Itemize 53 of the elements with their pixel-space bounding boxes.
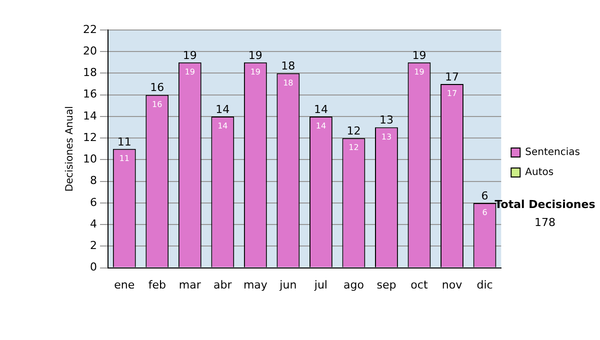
data-label: 19 [184,68,195,77]
x-tick-label: ago [343,278,364,292]
data-label: 13 [381,132,392,142]
annotation: 19 [182,48,197,62]
data-label: 19 [414,68,424,77]
annotation: 14 [216,102,230,116]
x-tick-label: nov [442,278,463,292]
data-label: 17 [446,89,458,98]
x-tick-label: may [243,278,268,292]
annotation: 6 [481,189,488,202]
x-tick-label: mar [178,278,202,292]
y-tick-label: 16 [82,88,97,101]
x-tick-label: dic [476,278,493,292]
data-label: 16 [152,100,162,109]
annotation: 18 [281,60,296,73]
annotation: 12 [346,124,361,138]
annotation: 16 [150,81,164,94]
data-label: 14 [316,122,326,131]
legend-label: Sentencias [525,147,580,158]
x-tick-label: jul [313,278,328,292]
y-tick-label: 22 [82,22,97,36]
data-label: 12 [348,143,359,152]
y-tick-label: 2 [90,239,97,252]
annotation: 14 [314,102,328,116]
x-tick-label: ene [114,278,135,292]
y-axis-title: Decisiones Anual [64,106,76,192]
y-tick-label: 6 [90,196,97,209]
y-tick-label: 10 [82,152,97,166]
annotation: Total Decisiones [494,198,596,211]
annotation: 19 [412,48,426,62]
x-tick-label: sep [376,278,396,292]
data-label: 19 [250,68,261,77]
y-tick-label: 0 [90,260,97,274]
x-tick-label: oct [410,278,428,292]
legend-label: Autos [525,167,554,178]
data-label: 18 [283,78,294,88]
annotation: 11 [117,135,132,148]
y-tick-label: 4 [90,217,97,230]
annotation: 17 [444,70,459,84]
data-label: 11 [119,154,130,163]
y-tick-label: 20 [82,44,97,58]
data-label: 6 [482,208,488,218]
x-tick-label: jun [278,278,297,292]
data-label: 14 [218,122,228,131]
annotation: 19 [248,48,262,62]
y-tick-label: 12 [82,130,97,144]
y-tick-label: 8 [90,174,97,188]
x-tick-label: feb [148,278,166,292]
y-tick-label: 18 [82,66,97,80]
text: 178 [534,216,556,229]
y-tick-label: 14 [82,109,97,122]
annotation: 13 [379,114,394,127]
x-tick-label: abr [214,278,232,292]
